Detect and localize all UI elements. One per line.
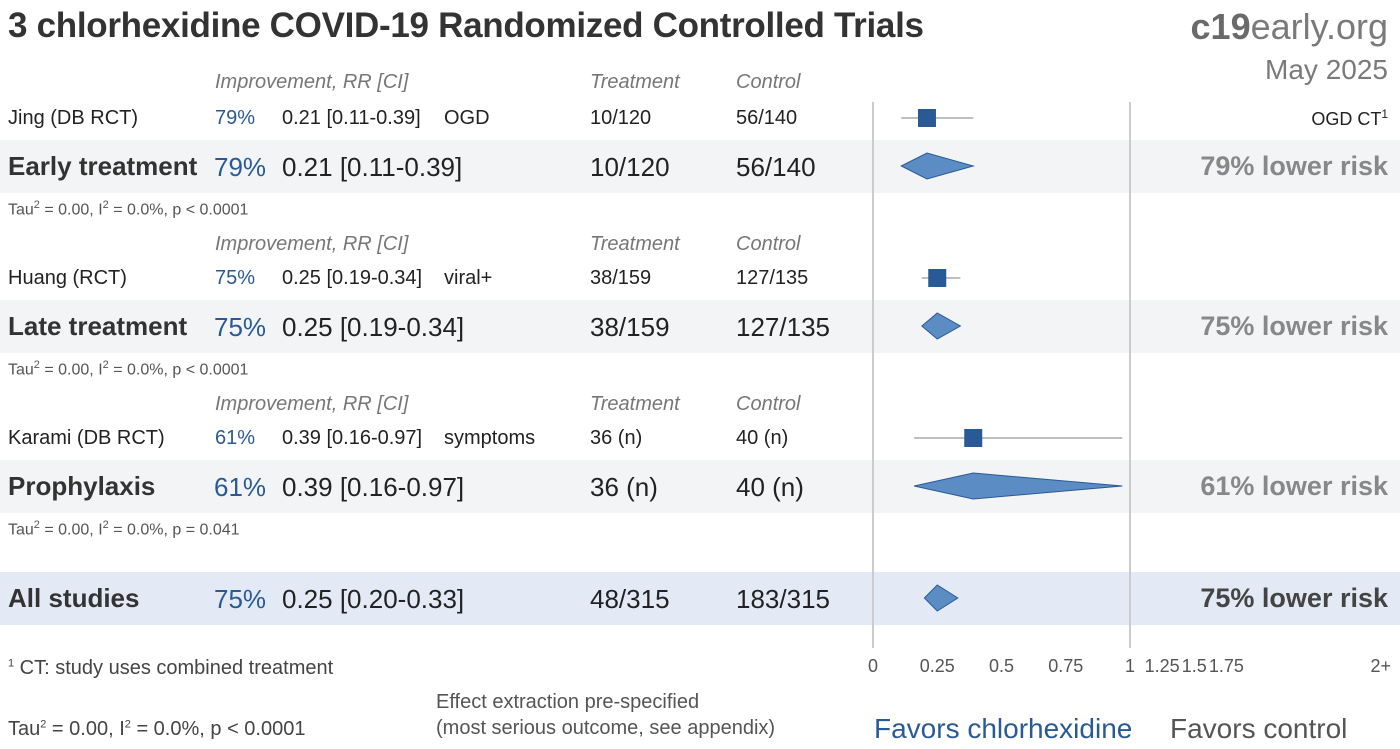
summary-risk: 79% lower risk	[1200, 151, 1388, 181]
summary-improvement: 79%	[214, 152, 267, 182]
study-rr: 0.39 [0.16-0.97]	[282, 427, 423, 449]
study-improvement: 61%	[215, 427, 256, 449]
study-outcome: viral+	[444, 267, 493, 289]
header-improvement: Improvement, RR [CI]	[215, 71, 409, 93]
all-studies-treatment: 48/315	[590, 584, 670, 614]
summary-band-prophylaxis	[0, 460, 1400, 513]
extraction-note: Effect extraction pre-specified (most ser…	[436, 691, 776, 739]
favors-control-label: Favors control	[1170, 713, 1348, 744]
summary-rr: 0.21 [0.11-0.39]	[282, 152, 463, 182]
header-improvement: Improvement, RR [CI]	[215, 393, 409, 415]
study-rr: 0.25 [0.19-0.34]	[282, 267, 423, 289]
summary-rr: 0.25 [0.19-0.34]	[282, 312, 465, 342]
x-tick-label: 1	[1125, 656, 1135, 676]
header-treatment: Treatment	[590, 233, 680, 255]
x-tick-label: 2+	[1370, 656, 1391, 676]
header-improvement: Improvement, RR [CI]	[215, 233, 409, 255]
summary-band-all	[0, 572, 1400, 625]
x-tick-label: 1.75	[1209, 656, 1244, 676]
overall-heterogeneity: Tau2 = 0.00, I2 = 0.0%, p < 0.0001	[8, 718, 306, 740]
summary-control: 40 (n)	[736, 472, 804, 502]
report-date: May 2025	[1265, 54, 1388, 85]
heterogeneity-stats: Tau2 = 0.00, I2 = 0.0%, p < 0.0001	[8, 359, 249, 379]
all-studies-control: 183/315	[736, 584, 830, 614]
heterogeneity-stats: Tau2 = 0.00, I2 = 0.0%, p = 0.041	[8, 519, 240, 539]
study-treatment: 38/159	[590, 267, 652, 289]
summary-treatment: 36 (n)	[590, 472, 658, 502]
study-effect-marker	[964, 429, 983, 447]
header-control: Control	[736, 71, 801, 93]
study-name[interactable]: Huang (RCT)	[8, 267, 127, 289]
summary-treatment: 38/159	[590, 312, 670, 342]
summary-label: Prophylaxis	[8, 471, 156, 501]
study-outcome: OGD	[444, 107, 490, 129]
summary-risk: 61% lower risk	[1200, 471, 1388, 501]
study-name[interactable]: Jing (DB RCT)	[8, 107, 139, 129]
summary-diamond	[914, 472, 1123, 500]
study-improvement: 79%	[215, 107, 256, 129]
x-tick-label: 0.75	[1048, 656, 1083, 676]
summary-diamond	[921, 312, 962, 340]
study-rr: 0.21 [0.11-0.39]	[282, 107, 421, 129]
summary-label: Early treatment	[8, 151, 198, 181]
header-treatment: Treatment	[590, 71, 680, 93]
summary-rr: 0.39 [0.16-0.97]	[282, 472, 465, 502]
study-name[interactable]: Karami (DB RCT)	[8, 427, 165, 449]
heterogeneity-stats: Tau2 = 0.00, I2 = 0.0%, p < 0.0001	[8, 199, 249, 219]
study-control: 127/135	[736, 267, 809, 289]
study-treatment: 10/120	[590, 107, 652, 129]
header-control: Control	[736, 233, 801, 255]
summary-improvement: 61%	[214, 472, 267, 502]
brand-logo[interactable]: c19early.org	[1190, 6, 1388, 47]
study-effect-marker	[917, 109, 936, 127]
study-control: 56/140	[736, 107, 798, 129]
header-treatment: Treatment	[590, 393, 680, 415]
favors-treatment-label: Favors chlorhexidine	[874, 713, 1133, 744]
summary-diamond	[900, 152, 976, 180]
header-control: Control	[736, 393, 801, 415]
study-treatment: 36 (n)	[590, 427, 643, 449]
x-tick-label: 0.5	[989, 656, 1014, 676]
study-note: OGD CT1	[1311, 107, 1388, 129]
study-outcome: symptoms	[444, 427, 536, 449]
summary-risk: 75% lower risk	[1200, 311, 1388, 341]
all-studies-label: All studies	[8, 583, 140, 613]
summary-band-early	[0, 140, 1400, 193]
x-tick-label: 0	[868, 656, 878, 676]
all-studies-rr: 0.25 [0.20-0.33]	[282, 584, 465, 614]
page-title: 3 chlorhexidine COVID-19 Randomized Cont…	[8, 6, 924, 45]
summary-control: 56/140	[736, 152, 816, 182]
study-control: 40 (n)	[736, 427, 789, 449]
summary-diamond	[923, 584, 959, 612]
study-improvement: 75%	[215, 267, 256, 289]
summary-treatment: 10/120	[590, 152, 670, 182]
all-studies-improvement: 75%	[214, 584, 267, 614]
x-tick-label: 1.25	[1145, 656, 1180, 676]
x-tick-label: 1.5	[1182, 656, 1207, 676]
study-effect-marker	[928, 269, 947, 287]
x-tick-label: 0.25	[920, 656, 955, 676]
summary-label: Late treatment	[8, 311, 188, 341]
footnote: 1 CT: study uses combined treatment	[8, 657, 334, 679]
summary-band-late	[0, 300, 1400, 353]
summary-improvement: 75%	[214, 312, 267, 342]
all-studies-risk: 75% lower risk	[1200, 583, 1388, 613]
summary-control: 127/135	[736, 312, 830, 342]
